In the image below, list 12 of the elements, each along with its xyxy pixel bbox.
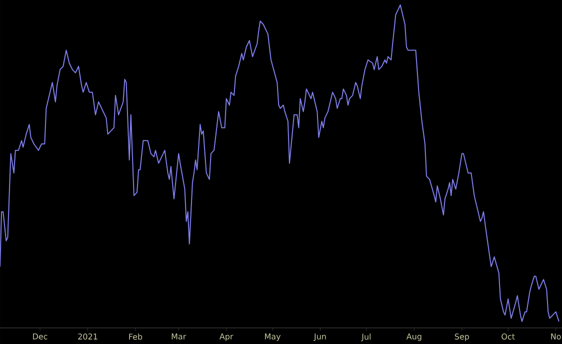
x-tick-label: May [265,334,281,342]
x-tick-label: Oct [502,334,515,340]
x-tick-label: Jul [361,334,371,342]
x-tick-label: Dec [33,334,48,340]
x-tick-label: Jun [314,334,326,341]
x-tick-label: Aug [406,334,422,342]
x-tick-label: No [551,334,561,340]
x-tick-label: Feb [129,334,142,340]
x-tick-label: Apr [219,334,234,342]
x-tick-label: Sep [454,334,470,342]
x-tick-label: 2021 [78,334,98,340]
x-tick-label: Mar [172,334,186,340]
